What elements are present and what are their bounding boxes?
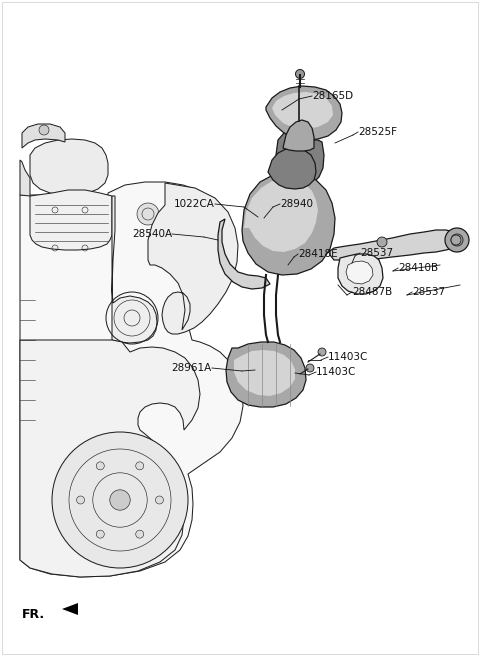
Circle shape xyxy=(451,235,461,245)
Text: 28410B: 28410B xyxy=(398,263,438,273)
Circle shape xyxy=(318,348,326,356)
Circle shape xyxy=(296,70,304,79)
Text: 28487B: 28487B xyxy=(352,287,392,297)
Circle shape xyxy=(96,462,104,470)
Polygon shape xyxy=(22,124,65,148)
Text: 28537: 28537 xyxy=(360,248,393,258)
Text: 28540A: 28540A xyxy=(132,229,172,239)
Text: 28940: 28940 xyxy=(280,199,313,209)
Polygon shape xyxy=(148,183,238,334)
Circle shape xyxy=(306,364,314,372)
Polygon shape xyxy=(330,230,456,260)
Polygon shape xyxy=(20,340,200,577)
Polygon shape xyxy=(30,190,112,250)
Circle shape xyxy=(110,490,130,510)
Text: 28165D: 28165D xyxy=(312,91,353,101)
Polygon shape xyxy=(20,160,30,196)
Text: 28418E: 28418E xyxy=(298,249,337,259)
Polygon shape xyxy=(346,261,373,284)
Circle shape xyxy=(96,530,104,538)
Polygon shape xyxy=(276,133,324,186)
Polygon shape xyxy=(112,196,157,343)
Circle shape xyxy=(445,228,469,252)
Circle shape xyxy=(377,237,387,247)
Polygon shape xyxy=(242,172,335,275)
Text: 1022CA: 1022CA xyxy=(174,199,215,209)
Text: 28537: 28537 xyxy=(412,287,445,297)
Text: 11403C: 11403C xyxy=(328,352,368,362)
Polygon shape xyxy=(283,120,314,151)
Polygon shape xyxy=(20,182,243,577)
Polygon shape xyxy=(62,603,78,615)
Circle shape xyxy=(136,530,144,538)
Polygon shape xyxy=(338,254,383,294)
Text: 11403C: 11403C xyxy=(316,367,356,377)
Polygon shape xyxy=(218,219,270,289)
Polygon shape xyxy=(234,350,295,396)
Polygon shape xyxy=(226,342,306,407)
Polygon shape xyxy=(266,86,342,140)
Circle shape xyxy=(39,125,49,135)
Circle shape xyxy=(137,203,159,225)
Text: 28961A: 28961A xyxy=(172,363,212,373)
Circle shape xyxy=(136,462,144,470)
Polygon shape xyxy=(272,92,333,129)
Text: 28525F: 28525F xyxy=(358,127,397,137)
Polygon shape xyxy=(244,178,318,252)
Circle shape xyxy=(77,496,84,504)
Circle shape xyxy=(52,432,188,568)
Polygon shape xyxy=(268,148,316,189)
Circle shape xyxy=(156,496,163,504)
Polygon shape xyxy=(30,139,108,195)
Polygon shape xyxy=(185,248,225,287)
Text: FR.: FR. xyxy=(22,609,45,621)
